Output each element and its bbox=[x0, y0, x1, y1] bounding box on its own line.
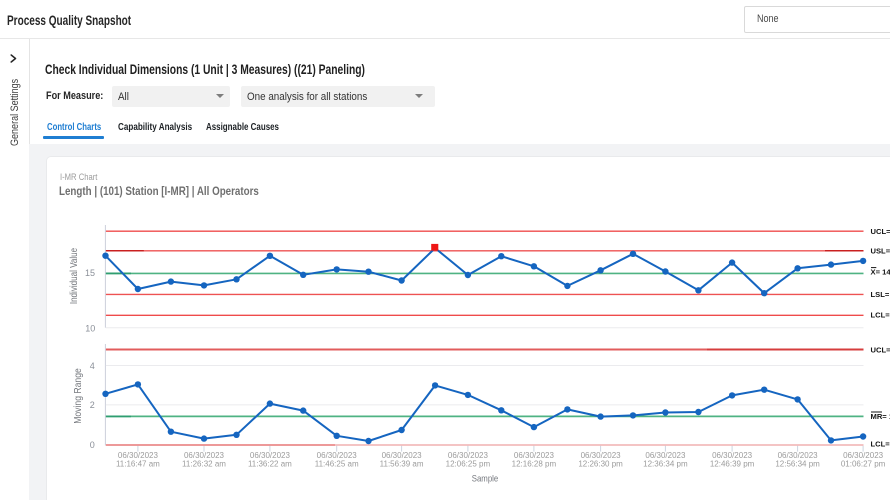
svg-text:UCL=: UCL= bbox=[871, 227, 890, 236]
svg-text:11:46:25 am: 11:46:25 am bbox=[315, 460, 359, 469]
svg-text:Moving Range: Moving Range bbox=[73, 368, 84, 424]
svg-text:12:36:34 pm: 12:36:34 pm bbox=[643, 460, 688, 469]
svg-text:06/30/2023: 06/30/2023 bbox=[712, 451, 753, 460]
svg-text:LCL=: LCL= bbox=[871, 439, 890, 448]
svg-text:06/30/2023: 06/30/2023 bbox=[514, 451, 555, 460]
svg-text:11:56:39 am: 11:56:39 am bbox=[380, 460, 424, 469]
svg-text:UCL=: UCL= bbox=[871, 345, 890, 354]
svg-text:11:26:32 am: 11:26:32 am bbox=[182, 460, 226, 469]
svg-text:12:46:39 pm: 12:46:39 pm bbox=[710, 460, 755, 469]
svg-text:06/30/2023: 06/30/2023 bbox=[317, 451, 358, 460]
svg-text:06/30/2023: 06/30/2023 bbox=[645, 451, 686, 460]
svg-text:12:16:28 pm: 12:16:28 pm bbox=[512, 460, 557, 469]
svg-text:4: 4 bbox=[90, 361, 95, 371]
svg-text:LCL=: LCL= bbox=[871, 311, 890, 320]
svg-text:LSL=: LSL= bbox=[871, 290, 890, 299]
svg-text:Individual Value: Individual Value bbox=[69, 248, 80, 305]
svg-text:06/30/2023: 06/30/2023 bbox=[118, 451, 159, 460]
svg-text:15: 15 bbox=[85, 268, 95, 278]
svg-text:06/30/2023: 06/30/2023 bbox=[843, 451, 884, 460]
svg-text:06/30/2023: 06/30/2023 bbox=[448, 451, 489, 460]
svg-text:06/30/2023: 06/30/2023 bbox=[250, 451, 291, 460]
svg-text:06/30/2023: 06/30/2023 bbox=[382, 451, 423, 460]
svg-text:01:06:27 pm: 01:06:27 pm bbox=[841, 460, 886, 469]
svg-text:MR= 1: MR= 1 bbox=[871, 412, 890, 421]
svg-text:X= 14: X= 14 bbox=[871, 268, 890, 277]
svg-text:12:06:25 pm: 12:06:25 pm bbox=[446, 460, 491, 469]
svg-text:Sample: Sample bbox=[472, 474, 499, 485]
svg-text:2: 2 bbox=[90, 400, 95, 410]
svg-text:USL=: USL= bbox=[871, 246, 890, 255]
svg-text:06/30/2023: 06/30/2023 bbox=[184, 451, 225, 460]
svg-text:11:16:47 am: 11:16:47 am bbox=[116, 460, 160, 469]
svg-text:06/30/2023: 06/30/2023 bbox=[778, 451, 819, 460]
svg-text:06/30/2023: 06/30/2023 bbox=[581, 451, 622, 460]
svg-text:10: 10 bbox=[85, 324, 95, 334]
svg-text:12:56:34 pm: 12:56:34 pm bbox=[775, 460, 820, 469]
svg-text:0: 0 bbox=[90, 440, 95, 450]
svg-text:12:26:30 pm: 12:26:30 pm bbox=[578, 460, 623, 469]
svg-text:11:36:22 am: 11:36:22 am bbox=[248, 460, 292, 469]
